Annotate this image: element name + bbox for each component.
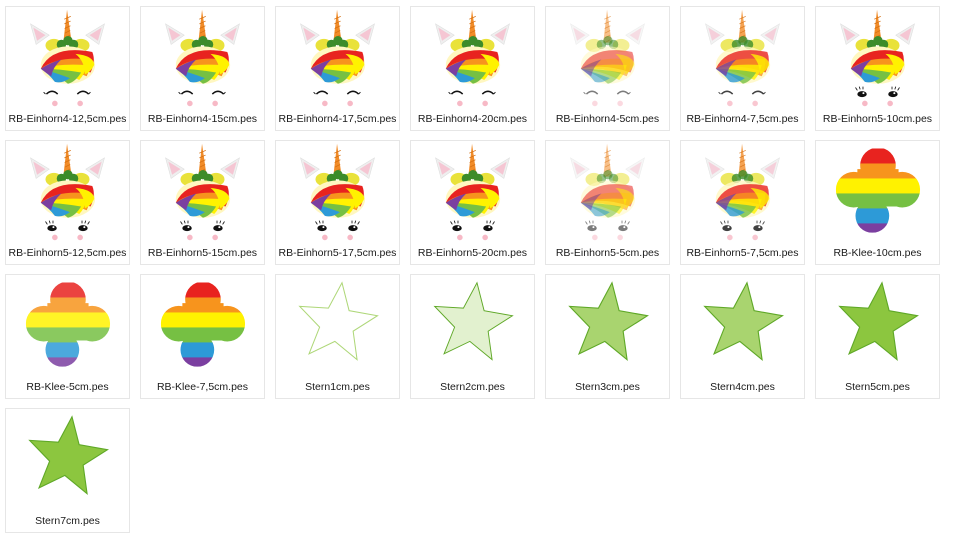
file-name-label: Stern3cm.pes (575, 381, 640, 393)
file-item-rb-einhorn4-12-5cm[interactable]: RB-Einhorn4-12,5cm.pes (5, 6, 130, 131)
unicorn4-preview-image (300, 9, 375, 107)
file-thumbnail (681, 7, 804, 110)
star-preview-image (28, 415, 110, 495)
file-item-rb-einhorn4-7-5cm[interactable]: RB-Einhorn4-7,5cm.pes (680, 6, 805, 131)
file-item-rb-klee-10cm[interactable]: RB-Klee-10cm.pes (815, 140, 940, 265)
unicorn4-preview-image (570, 9, 645, 107)
unicorn4-preview-image (435, 9, 510, 107)
file-item-rb-einhorn5-20cm[interactable]: RB-Einhorn5-20cm.pes (410, 140, 535, 265)
file-item-rb-klee-5cm[interactable]: RB-Klee-5cm.pes (5, 274, 130, 399)
file-item-rb-einhorn5-5cm[interactable]: RB-Einhorn5-5cm.pes (545, 140, 670, 265)
file-item-rb-einhorn5-12-5cm[interactable]: RB-Einhorn5-12,5cm.pes (5, 140, 130, 265)
file-name-label: RB-Einhorn4-5cm.pes (555, 113, 660, 125)
unicorn5-preview-image (435, 143, 510, 241)
file-item-stern5cm[interactable]: Stern5cm.pes (815, 274, 940, 399)
file-thumbnail (6, 141, 129, 244)
file-item-stern1cm[interactable]: Stern1cm.pes (275, 274, 400, 399)
file-thumbnail (141, 141, 264, 244)
file-item-rb-klee-7-5cm[interactable]: RB-Klee-7,5cm.pes (140, 274, 265, 399)
file-thumbnail (546, 141, 669, 244)
file-thumbnail (681, 141, 804, 244)
unicorn4-preview-image (30, 9, 105, 107)
file-name-label: RB-Einhorn5-20cm.pes (417, 247, 528, 259)
clover-preview-image (160, 282, 246, 367)
star-preview-image (568, 281, 650, 361)
file-item-rb-einhorn5-7-5cm[interactable]: RB-Einhorn5-7,5cm.pes (680, 140, 805, 265)
unicorn5-preview-image (705, 143, 780, 241)
file-thumbnail (411, 141, 534, 244)
file-name-label: RB-Einhorn4-20cm.pes (417, 113, 528, 125)
file-thumbnail (276, 275, 399, 378)
file-item-rb-einhorn5-15cm[interactable]: RB-Einhorn5-15cm.pes (140, 140, 265, 265)
file-item-stern4cm[interactable]: Stern4cm.pes (680, 274, 805, 399)
file-name-label: RB-Einhorn5-10cm.pes (822, 113, 933, 125)
star-preview-image (298, 281, 379, 361)
file-thumbnail (6, 409, 129, 512)
clover-preview-image (25, 282, 111, 367)
unicorn4-preview-image (165, 9, 240, 107)
unicorn5-preview-image (840, 9, 915, 107)
star-preview-image (838, 281, 920, 361)
file-item-stern7cm[interactable]: Stern7cm.pes (5, 408, 130, 533)
file-name-label: RB-Einhorn5-5cm.pes (555, 247, 660, 259)
file-item-rb-einhorn4-17-5cm[interactable]: RB-Einhorn4-17,5cm.pes (275, 6, 400, 131)
file-thumbnail (141, 7, 264, 110)
file-item-rb-einhorn4-20cm[interactable]: RB-Einhorn4-20cm.pes (410, 6, 535, 131)
file-name-label: Stern1cm.pes (305, 381, 370, 393)
file-name-label: Stern4cm.pes (710, 381, 775, 393)
file-name-label: RB-Klee-10cm.pes (833, 247, 922, 259)
file-thumbnail (816, 275, 939, 378)
file-thumbnail (276, 7, 399, 110)
clover-preview-image (835, 148, 921, 233)
star-preview-image (703, 281, 785, 361)
file-name-label: RB-Klee-5cm.pes (26, 381, 109, 393)
unicorn5-preview-image (30, 143, 105, 241)
unicorn5-preview-image (300, 143, 375, 241)
file-thumbnail (276, 141, 399, 244)
star-preview-image (433, 281, 514, 361)
unicorn5-preview-image (165, 143, 240, 241)
file-name-label: RB-Einhorn4-7,5cm.pes (686, 113, 799, 125)
file-name-label: RB-Einhorn4-12,5cm.pes (8, 113, 127, 125)
file-thumbnail (6, 7, 129, 110)
file-item-stern2cm[interactable]: Stern2cm.pes (410, 274, 535, 399)
unicorn5-preview-image (570, 143, 645, 241)
file-name-label: RB-Einhorn5-12,5cm.pes (8, 247, 127, 259)
file-name-label: RB-Einhorn4-17,5cm.pes (278, 113, 397, 125)
file-name-label: RB-Klee-7,5cm.pes (156, 381, 249, 393)
file-thumbnail (816, 7, 939, 110)
file-thumbnail (141, 275, 264, 378)
file-thumbnail (546, 7, 669, 110)
file-item-rb-einhorn4-15cm[interactable]: RB-Einhorn4-15cm.pes (140, 6, 265, 131)
file-thumbnail (6, 275, 129, 378)
file-thumbnail (411, 275, 534, 378)
file-name-label: RB-Einhorn5-7,5cm.pes (686, 247, 799, 259)
file-name-label: RB-Einhorn5-15cm.pes (147, 247, 258, 259)
file-thumbnail (411, 7, 534, 110)
file-thumbnail (681, 275, 804, 378)
file-item-rb-einhorn5-17-5cm[interactable]: RB-Einhorn5-17,5cm.pes (275, 140, 400, 265)
file-name-label: Stern5cm.pes (845, 381, 910, 393)
file-thumbnail (546, 275, 669, 378)
file-name-label: RB-Einhorn4-15cm.pes (147, 113, 258, 125)
unicorn4-preview-image (705, 9, 780, 107)
file-name-label: Stern2cm.pes (440, 381, 505, 393)
file-item-stern3cm[interactable]: Stern3cm.pes (545, 274, 670, 399)
file-item-rb-einhorn4-5cm[interactable]: RB-Einhorn4-5cm.pes (545, 6, 670, 131)
file-name-label: Stern7cm.pes (35, 515, 100, 527)
file-name-label: RB-Einhorn5-17,5cm.pes (278, 247, 397, 259)
file-item-rb-einhorn5-10cm[interactable]: RB-Einhorn5-10cm.pes (815, 6, 940, 131)
file-thumbnail (816, 141, 939, 244)
